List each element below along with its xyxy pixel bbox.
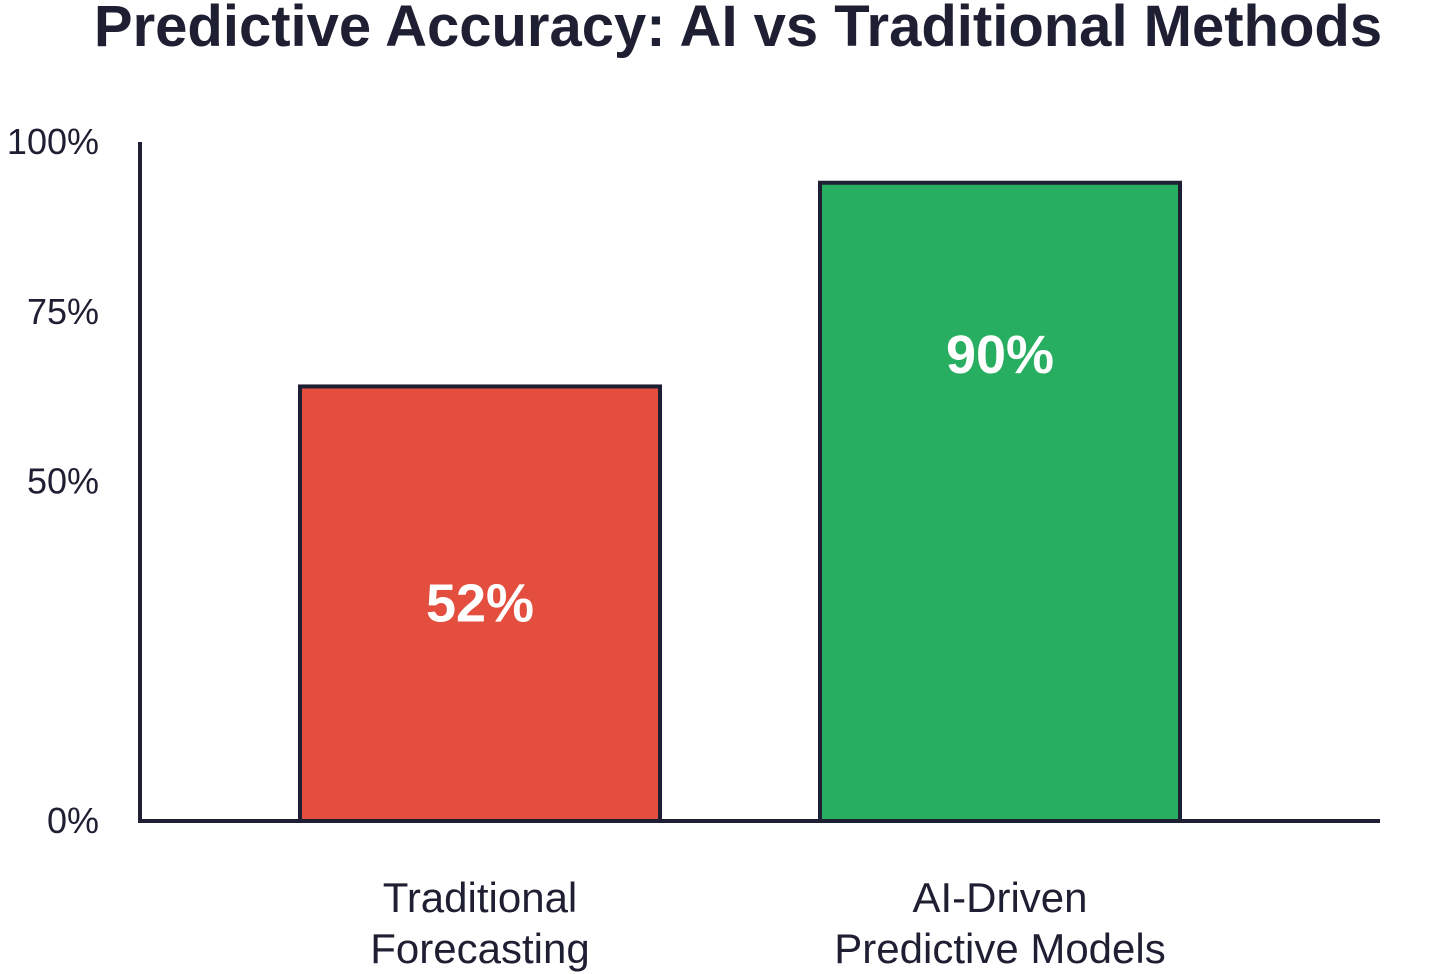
y-tick-label: 100%: [7, 121, 99, 162]
category-label: AI-Driven: [912, 874, 1087, 921]
y-tick-label: 50%: [27, 461, 99, 502]
bar-value-label: 52%: [426, 574, 534, 634]
y-tick-label: 0%: [47, 800, 99, 841]
bar-1: [298, 384, 662, 823]
category-label: Traditional: [383, 874, 578, 921]
y-axis-ticks: 0% 50% 75% 100%: [7, 121, 99, 841]
bar-2: [818, 180, 1182, 824]
bar-value-label: 90%: [946, 325, 1054, 385]
category-label: Forecasting: [370, 925, 589, 972]
category-label: Predictive Models: [834, 925, 1165, 972]
chart-title: Predictive Accuracy: AI vs Traditional M…: [94, 0, 1382, 59]
y-tick-label: 75%: [27, 291, 99, 332]
bars: [298, 180, 1182, 824]
bar-value-labels: 52% 90%: [426, 325, 1054, 634]
